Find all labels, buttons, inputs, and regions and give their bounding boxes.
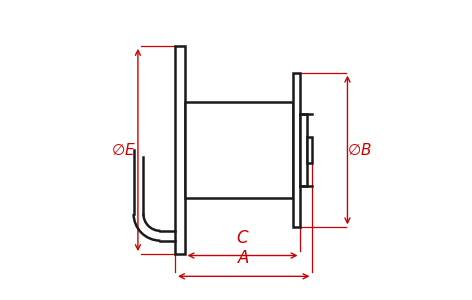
Bar (185, 102, 293, 198)
Bar (301, 114, 307, 186)
Bar (307, 136, 312, 164)
Text: $C$: $C$ (236, 229, 249, 247)
Bar (175, 46, 185, 254)
Text: $\varnothing E$: $\varnothing E$ (110, 142, 135, 158)
Bar (293, 73, 301, 227)
Text: $A$: $A$ (237, 249, 250, 267)
Text: $\varnothing B$: $\varnothing B$ (347, 142, 372, 158)
